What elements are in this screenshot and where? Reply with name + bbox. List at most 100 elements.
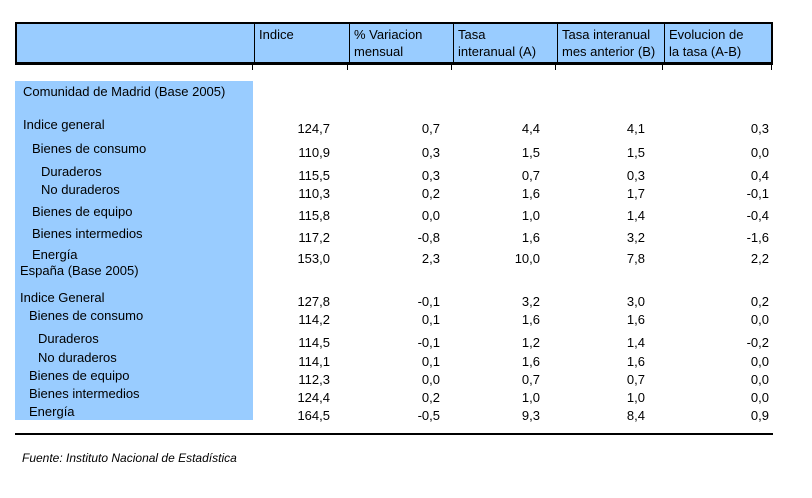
table-row: Bienes de consumo 110,9 0,3 1,5 1,5 0,0 <box>15 141 773 160</box>
header-cell-evolucion-tasa: Evolucion de la tasa (A-B) <box>664 24 771 62</box>
column-tick <box>451 65 452 70</box>
cell-tasa-interanual-a: 9,3 <box>521 408 540 423</box>
cell-tasa-interanual-b: 1,6 <box>626 354 645 369</box>
source-note: Fuente: Instituto Nacional de Estadístic… <box>22 451 237 465</box>
cell-tasa-interanual-a: 1,6 <box>521 354 540 369</box>
cell-tasa-interanual-a: 1,6 <box>521 312 540 327</box>
column-tick <box>252 65 253 70</box>
cell-tasa-interanual-a: 1,2 <box>521 335 540 350</box>
cell-tasa-interanual-b: 1,6 <box>626 312 645 327</box>
row-label: No duraderos <box>41 182 120 197</box>
table-row: Duraderos 114,5 -0,1 1,2 1,4 -0,2 <box>15 331 773 350</box>
cell-tasa-interanual-a: 1,5 <box>521 145 540 160</box>
row-label: Bienes de equipo <box>29 368 130 383</box>
row-label: Indice general <box>23 117 105 132</box>
cell-indice: 124,7 <box>297 121 330 136</box>
cell-tasa-interanual-a: 1,6 <box>521 230 540 245</box>
cell-variacion-mensual: 0,2 <box>421 186 440 201</box>
cell-indice: 115,5 <box>298 168 330 183</box>
cell-variacion-mensual: 0,1 <box>421 312 440 327</box>
cell-tasa-interanual-b: 3,2 <box>626 230 645 245</box>
table-bottom-rule <box>15 433 773 435</box>
cell-tasa-interanual-a: 10,0 <box>514 251 540 266</box>
column-tick <box>662 65 663 70</box>
cell-evolucion-tasa: 0,0 <box>750 145 769 160</box>
row-label: Energía <box>29 404 75 419</box>
table-row: Bienes de equipo 112,3 0,0 0,7 0,7 0,0 <box>15 368 773 387</box>
table-header-row: Indice % Variacion mensual Tasa interanu… <box>15 22 773 65</box>
cell-tasa-interanual-b: 1,4 <box>626 335 645 350</box>
row-label: Bienes de consumo <box>32 141 147 156</box>
row-label: Duraderos <box>38 331 99 346</box>
table-row: Indice General 127,8 -0,1 3,2 3,0 0,2 <box>15 290 773 309</box>
cell-variacion-mensual: 0,1 <box>421 354 440 369</box>
cell-indice: 112,3 <box>298 372 330 387</box>
cell-evolucion-tasa: -1,6 <box>746 230 769 245</box>
header-cell-tasa-interanual-b: Tasa interanual mes anterior (B) <box>557 24 664 62</box>
header-line: Tasa interanual <box>562 27 651 42</box>
cell-variacion-mensual: 2,3 <box>421 251 440 266</box>
table-row: No duraderos 114,1 0,1 1,6 1,6 0,0 <box>15 350 773 369</box>
header-line: Tasa <box>458 27 486 42</box>
header-cell-variacion-mensual: % Variacion mensual <box>349 24 453 62</box>
cell-indice: 153,0 <box>297 251 330 266</box>
cell-evolucion-tasa: 0,0 <box>750 372 769 387</box>
cell-indice: 110,3 <box>298 186 330 201</box>
cell-indice: 110,9 <box>298 145 330 160</box>
cell-tasa-interanual-a: 1,6 <box>521 186 540 201</box>
table-body: Comunidad de Madrid (Base 2005) Indice ge… <box>15 0 773 498</box>
table-row: Duraderos 115,5 0,3 0,7 0,3 0,4 <box>15 164 773 183</box>
cell-evolucion-tasa: 2,2 <box>750 251 769 266</box>
cell-tasa-interanual-b: 1,4 <box>626 208 645 223</box>
row-label: Bienes intermedios <box>29 386 140 401</box>
cell-variacion-mensual: -0,8 <box>417 230 440 245</box>
cell-variacion-mensual: 0,7 <box>421 121 440 136</box>
cell-tasa-interanual-b: 0,7 <box>626 372 645 387</box>
table-row: No duraderos 110,3 0,2 1,6 1,7 -0,1 <box>15 182 773 201</box>
cell-variacion-mensual: 0,0 <box>421 208 440 223</box>
cell-evolucion-tasa: -0,4 <box>746 208 769 223</box>
column-tick <box>555 65 556 70</box>
table-row: Energía 153,0 2,3 10,0 7,8 2,2 <box>15 247 773 266</box>
table-row: Energía 164,5 -0,5 9,3 8,4 0,9 <box>15 404 773 423</box>
cell-tasa-interanual-b: 1,5 <box>626 145 645 160</box>
cell-indice: 114,2 <box>298 312 330 327</box>
cell-variacion-mensual: 0,2 <box>421 390 440 405</box>
cell-indice: 114,5 <box>298 335 330 350</box>
row-label: Bienes intermedios <box>32 226 143 241</box>
row-label: Bienes de equipo <box>32 204 133 219</box>
cell-variacion-mensual: -0,1 <box>417 335 440 350</box>
header-line: mes anterior (B) <box>562 44 656 59</box>
cell-variacion-mensual: -0,1 <box>417 294 440 309</box>
table-row: Bienes de equipo 115,8 0,0 1,0 1,4 -0,4 <box>15 204 773 223</box>
cell-evolucion-tasa: -0,2 <box>746 335 769 350</box>
cell-variacion-mensual: 0,3 <box>421 168 440 183</box>
row-label: Duraderos <box>41 164 102 179</box>
column-tick <box>347 65 348 70</box>
cell-tasa-interanual-b: 7,8 <box>626 251 645 266</box>
cell-tasa-interanual-b: 4,1 <box>626 121 645 136</box>
cell-indice: 164,5 <box>297 408 330 423</box>
cell-variacion-mensual: 0,0 <box>421 372 440 387</box>
header-line: Evolucion de <box>669 27 744 42</box>
header-line: interanual (A) <box>458 44 537 59</box>
row-label: No duraderos <box>38 350 117 365</box>
section-title: España (Base 2005) <box>20 263 139 278</box>
cell-tasa-interanual-b: 1,0 <box>626 390 645 405</box>
cell-tasa-interanual-a: 0,7 <box>521 372 540 387</box>
cell-indice: 115,8 <box>298 208 330 223</box>
header-cell-tasa-interanual-a: Tasa interanual (A) <box>453 24 557 62</box>
cell-tasa-interanual-a: 0,7 <box>521 168 540 183</box>
cell-indice: 124,4 <box>297 390 330 405</box>
cell-tasa-interanual-b: 0,3 <box>626 168 645 183</box>
cell-evolucion-tasa: 0,4 <box>750 168 769 183</box>
cell-evolucion-tasa: 0,2 <box>750 294 769 309</box>
cell-indice: 114,1 <box>298 354 330 369</box>
cell-variacion-mensual: -0,5 <box>417 408 440 423</box>
cell-tasa-interanual-a: 3,2 <box>521 294 540 309</box>
header-line: Indice <box>259 27 294 42</box>
cell-tasa-interanual-a: 1,0 <box>521 390 540 405</box>
header-line: la tasa (A-B) <box>669 44 742 59</box>
row-label: Bienes de consumo <box>29 308 144 323</box>
